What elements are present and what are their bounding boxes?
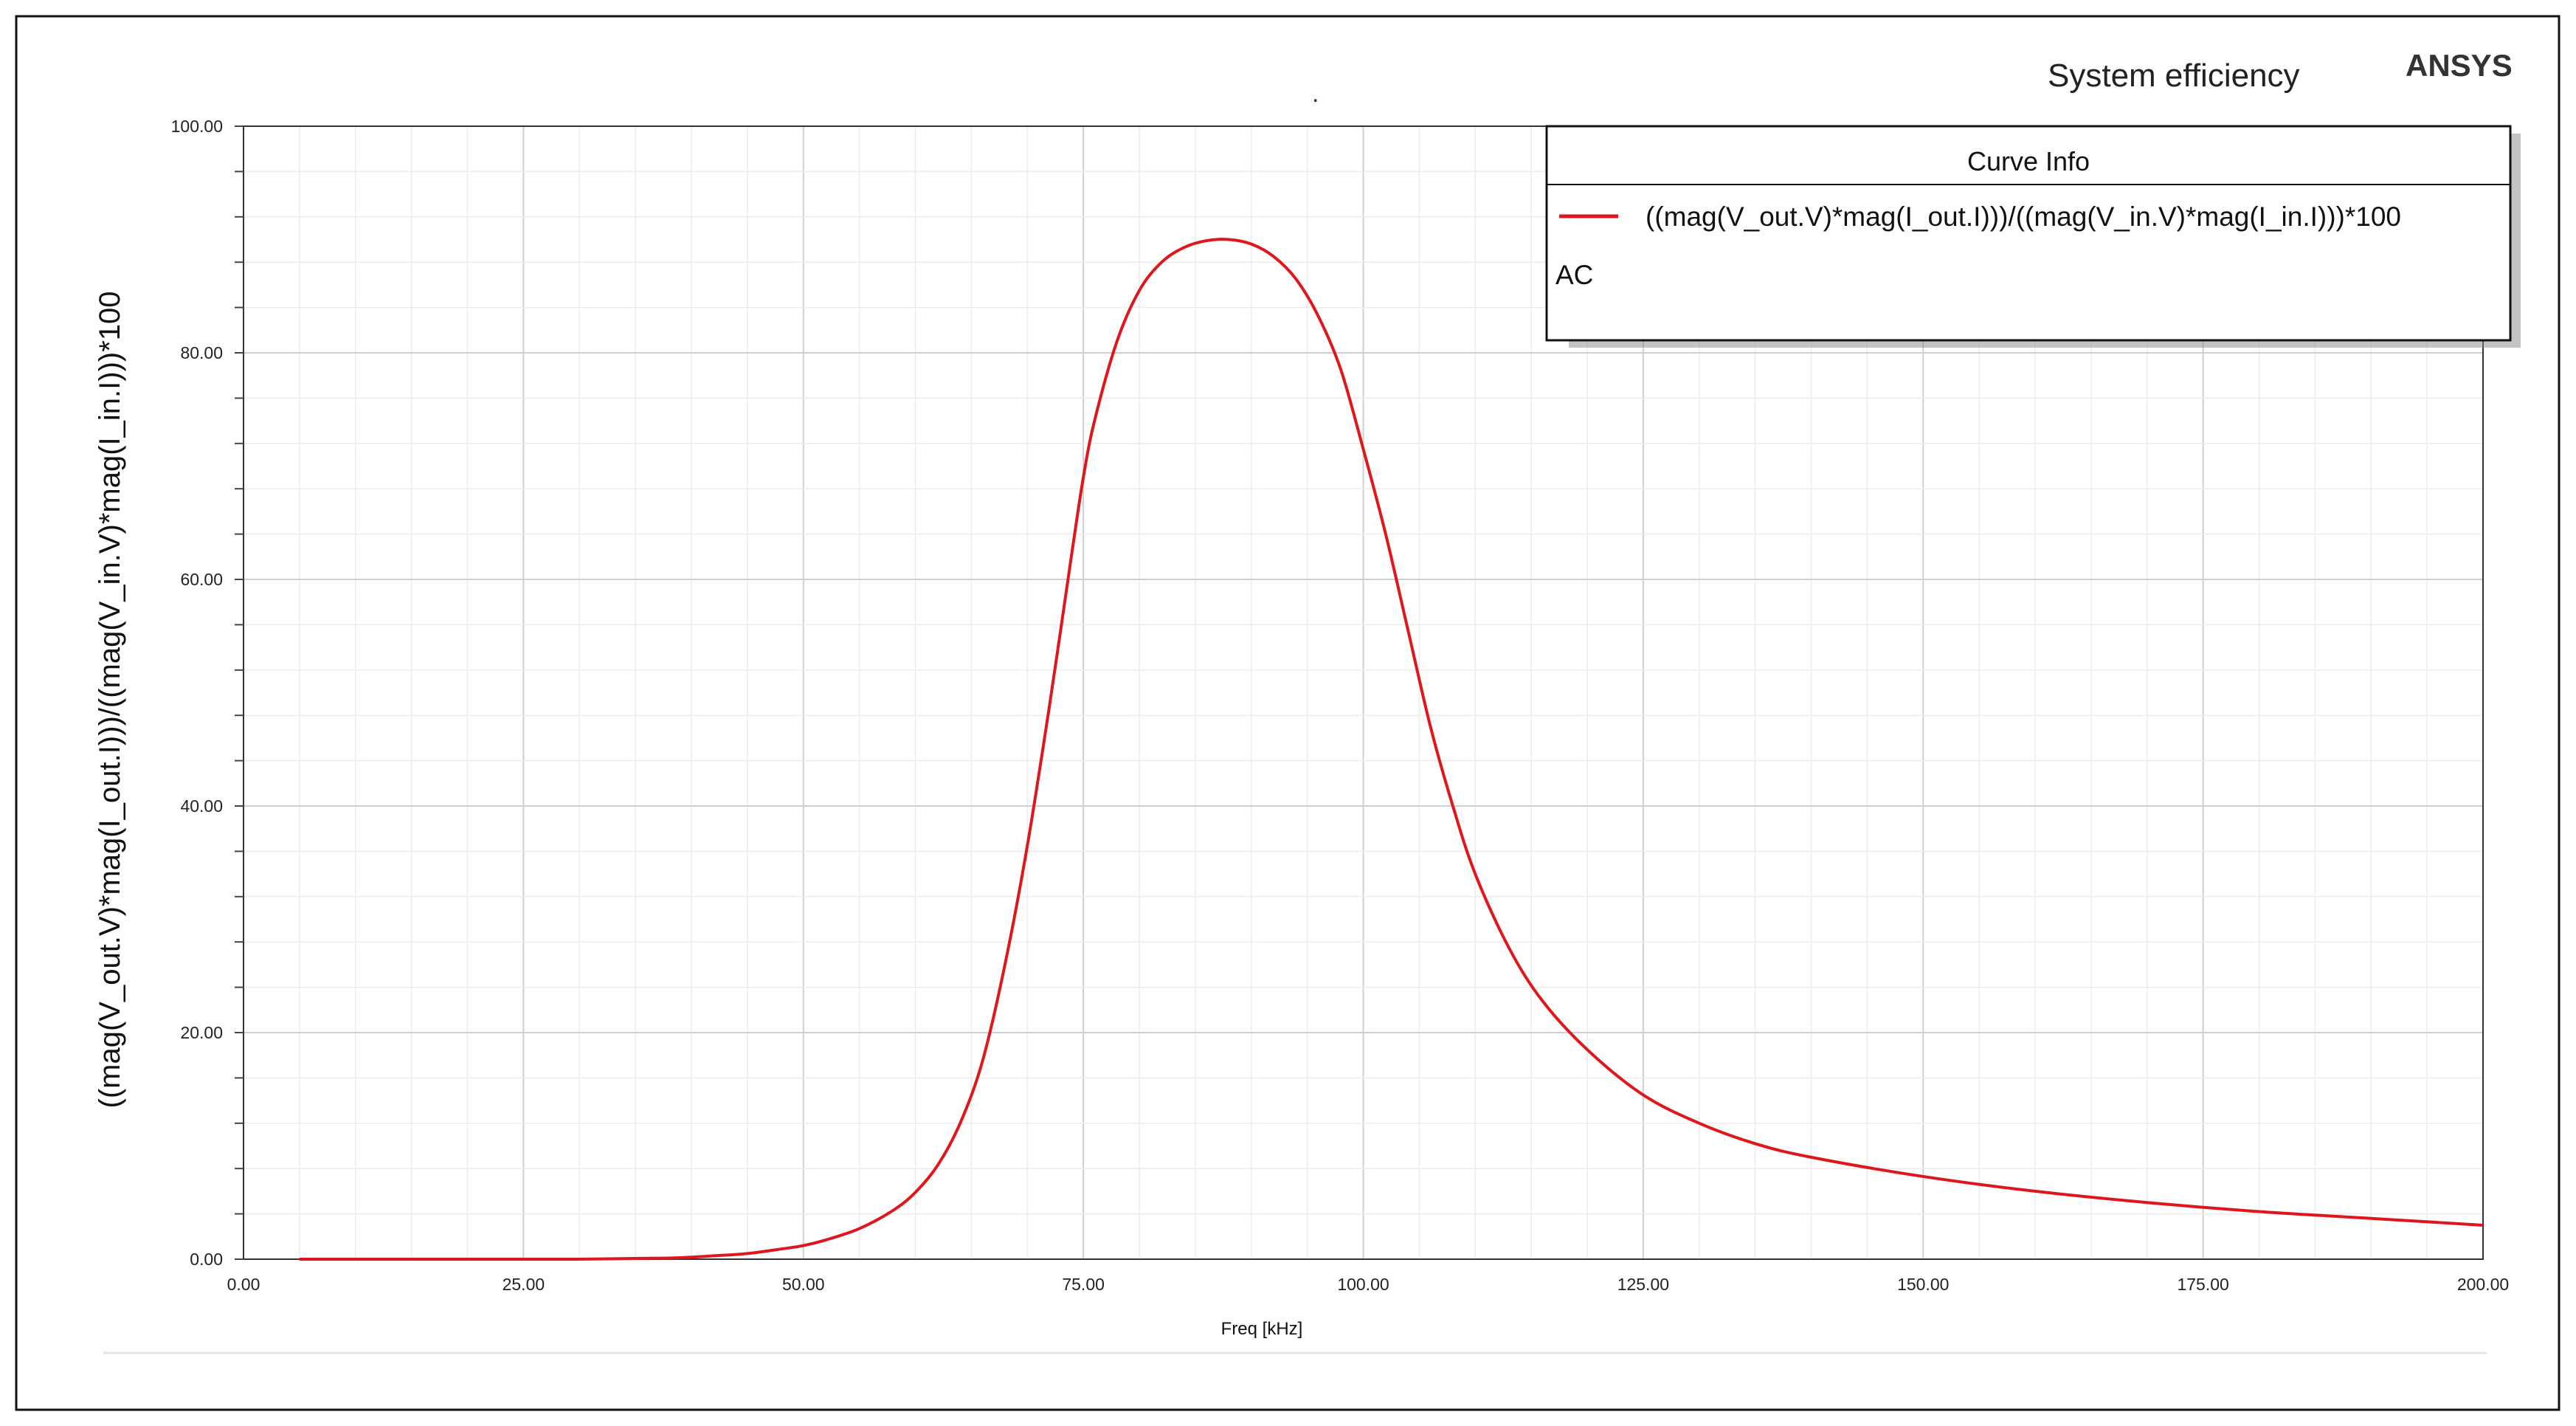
chart-title: System efficiency — [2048, 58, 2300, 94]
x-tick-label: 175.00 — [2177, 1275, 2228, 1294]
x-tick-label: 100.00 — [1337, 1275, 1389, 1294]
plot-area-border — [243, 125, 2484, 1260]
x-tick-label: 200.00 — [2457, 1275, 2509, 1294]
ansys-logo: ANSYS — [2406, 48, 2513, 83]
legend[interactable]: Curve Info ((mag(V_out.V)*mag(I_out.I)))… — [1545, 125, 2521, 348]
y-axis-title: ((mag(V_out.V)*mag(I_out.I)))/((mag(V_in… — [94, 291, 126, 1108]
minor-ticks — [235, 125, 244, 1260]
series-layer — [299, 238, 2484, 1261]
x-tick-label: 50.00 — [782, 1275, 825, 1294]
axes — [243, 125, 2484, 1260]
x-axis-title: Freq [kHz] — [1221, 1319, 1303, 1339]
corner-mark: . — [1312, 80, 1319, 108]
series-line-efficiency[interactable] — [299, 238, 2484, 1261]
legend-box — [1545, 125, 2512, 342]
legend-title: Curve Info — [1967, 146, 2090, 176]
y-tick-label: 60.00 — [180, 570, 223, 589]
legend-entry-sub: AC — [1555, 260, 1593, 290]
legend-entry-label: ((mag(V_out.V)*mag(I_out.I)))/((mag(V_in… — [1646, 202, 2401, 232]
y-tick-label: 80.00 — [180, 343, 223, 362]
x-tick-labels: 0.00 25.00 50.00 75.00 100.00 125.00 150.00 175… — [227, 1275, 2510, 1294]
figure-border — [15, 15, 2561, 1411]
y-tick-label: 40.00 — [180, 796, 223, 816]
y-tick-label: 0.00 — [190, 1250, 223, 1269]
y-tick-labels: 0.00 20.00 40.00 60.00 80.00 100.00 — [171, 117, 223, 1269]
grid — [243, 125, 2484, 1260]
x-tick-label: 150.00 — [1897, 1275, 1949, 1294]
x-tick-label: 125.00 — [1617, 1275, 1669, 1294]
y-tick-label: 100.00 — [171, 117, 223, 136]
y-tick-label: 20.00 — [180, 1023, 223, 1042]
x-tick-label: 25.00 — [503, 1275, 545, 1294]
x-tick-label: 75.00 — [1062, 1275, 1105, 1294]
x-tick-label: 0.00 — [227, 1275, 260, 1294]
